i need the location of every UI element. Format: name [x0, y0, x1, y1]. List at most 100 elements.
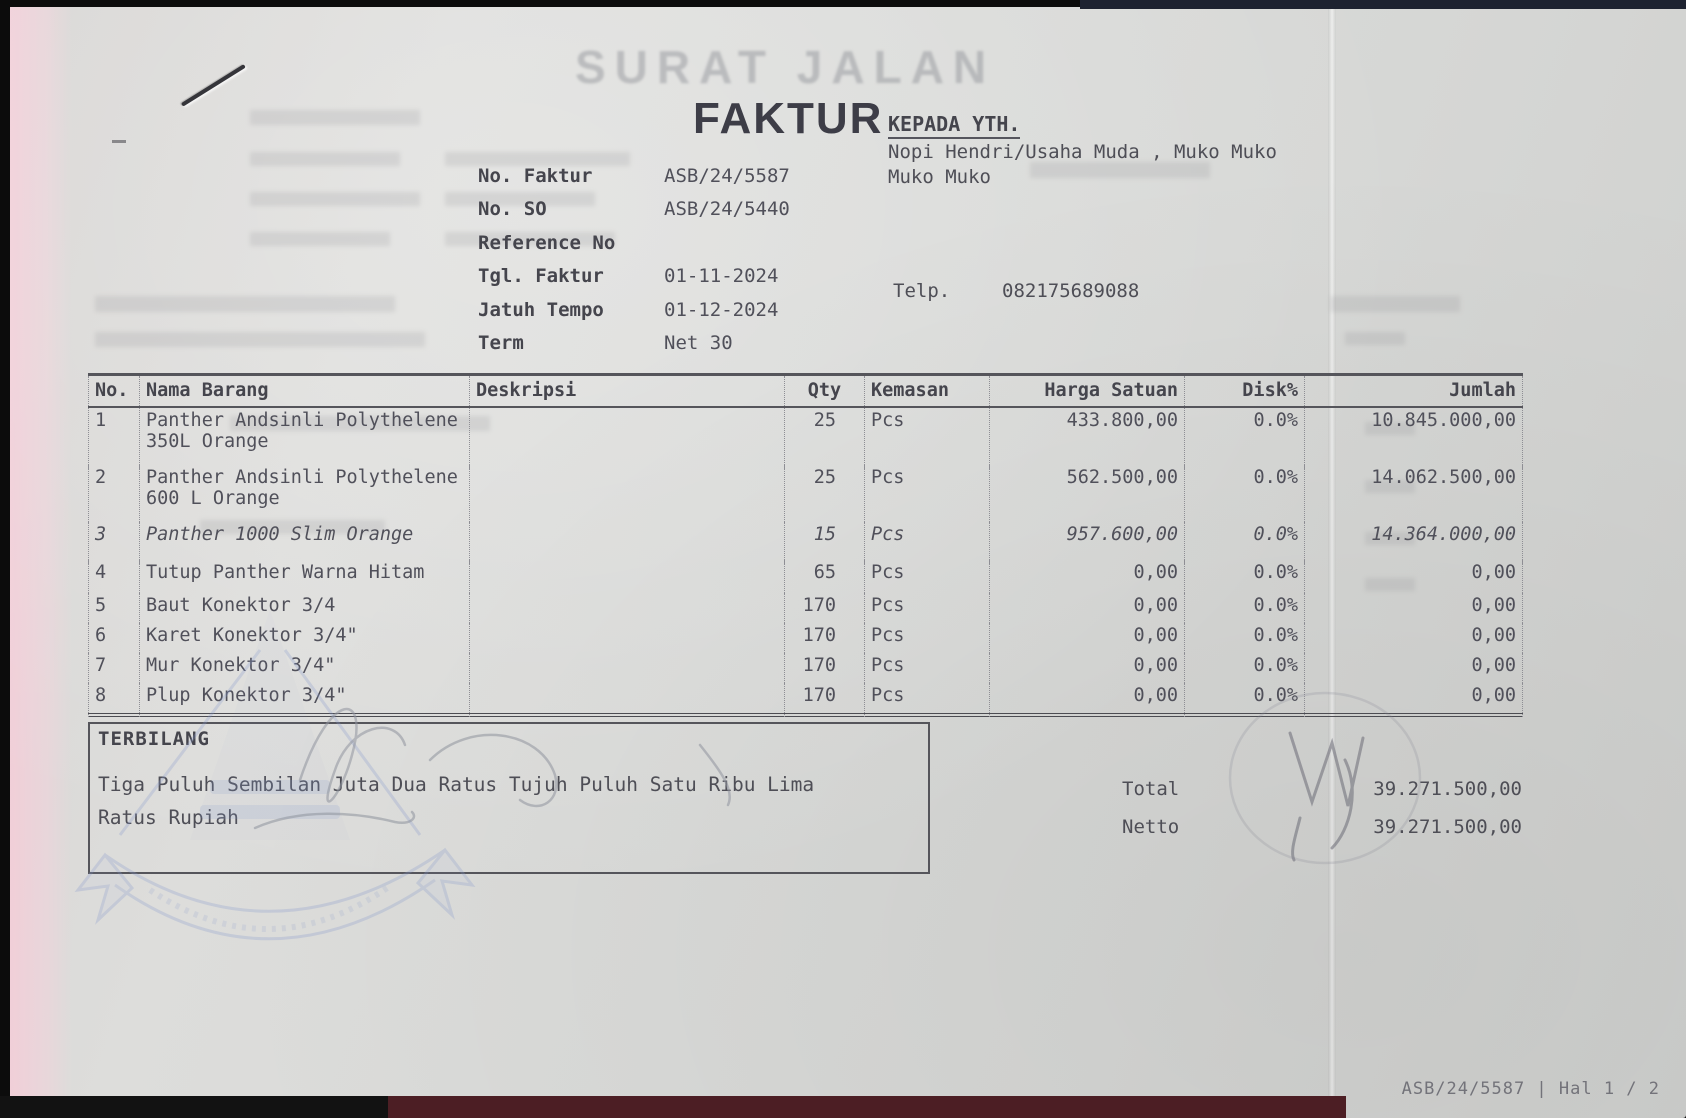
cell-deskripsi	[470, 560, 785, 597]
info-value: 01-11-2024	[664, 265, 779, 288]
cell-qty: 170	[785, 653, 865, 687]
column-header-kemasan: Kemasan	[865, 376, 990, 406]
cell-nama: Karet Konektor 3/4"	[140, 623, 470, 657]
ghost-smudge	[1365, 578, 1415, 591]
cell-nama: Baut Konektor 3/4	[140, 593, 470, 627]
cell-no: 8	[88, 683, 140, 717]
cell-no: 4	[88, 560, 140, 597]
terbilang-box: TERBILANG Tiga Puluh Sembilan Juta Dua R…	[88, 722, 930, 874]
blue-stamp-watermark	[74, 610, 476, 941]
cell-deskripsi	[470, 593, 785, 627]
invoice-info-block: No. Faktur ASB/24/5587 No. SO ASB/24/544…	[478, 165, 790, 365]
ghost-smudge	[250, 152, 400, 166]
cell-kemasan: Pcs	[865, 623, 990, 657]
total-label: Total	[1122, 778, 1180, 800]
info-label: Term	[478, 331, 524, 354]
cell-disk: 0.0%	[1185, 408, 1305, 469]
cell-nama: Panther Andsinli Polythelene 350L Orange	[140, 408, 470, 469]
scan-edge-top-right	[1080, 0, 1686, 9]
cell-harga: 0,00	[990, 623, 1185, 657]
cell-disk: 0.0%	[1185, 623, 1305, 657]
table-body: 1 Panther Andsinli Polythelene 350L Oran…	[88, 408, 1523, 717]
table-row: 5 Baut Konektor 3/4 170 Pcs 0,00 0.0% 0,…	[88, 593, 1523, 627]
info-label: No. Faktur	[478, 165, 593, 187]
recipient-name: Nopi Hendri/Usaha Muda , Muko Muko	[888, 141, 1277, 163]
column-header-no: No.	[88, 376, 140, 406]
cell-no: 1	[88, 408, 140, 469]
cell-harga: 562.500,00	[990, 465, 1185, 526]
scan-edge-bottom-left	[0, 1096, 392, 1118]
ghost-smudge	[1330, 296, 1460, 312]
cell-no: 6	[88, 623, 140, 657]
pen-dash-mark	[112, 140, 126, 143]
info-row-reference-no: Reference No	[478, 232, 790, 265]
cell-kemasan: Pcs	[865, 522, 990, 564]
cell-jumlah: 0,00	[1305, 593, 1523, 627]
cell-qty: 170	[785, 683, 865, 717]
ghost-smudge	[1345, 332, 1405, 345]
phone-label: Telp.	[893, 280, 951, 302]
ghost-smudge	[250, 110, 420, 125]
scan-edge-bottom-maroon	[388, 1096, 1346, 1118]
cell-deskripsi	[470, 408, 785, 469]
cell-disk: 0.0%	[1185, 465, 1305, 526]
info-row-no-faktur: No. Faktur ASB/24/5587	[478, 165, 790, 198]
table-row: 4 Tutup Panther Warna Hitam 65 Pcs 0,00 …	[88, 560, 1523, 597]
items-table: No. Nama Barang Deskripsi Qty Kemasan Ha…	[88, 373, 1523, 717]
info-label: Reference No	[478, 231, 616, 254]
cell-jumlah: 0,00	[1305, 653, 1523, 687]
cell-nama: Panther Andsinli Polythelene 600 L Orang…	[140, 465, 470, 526]
cell-kemasan: Pcs	[865, 683, 990, 717]
cell-deskripsi	[470, 522, 785, 564]
ghost-smudge	[250, 232, 390, 246]
cell-kemasan: Pcs	[865, 465, 990, 526]
column-header-jumlah: Jumlah	[1305, 376, 1523, 406]
cell-jumlah: 14.062.500,00	[1305, 465, 1523, 526]
cell-jumlah: 14.364.000,00	[1305, 522, 1523, 564]
cell-disk: 0.0%	[1185, 560, 1305, 597]
column-header-nama: Nama Barang	[140, 376, 470, 406]
cell-deskripsi	[470, 465, 785, 526]
cell-harga: 957.600,00	[990, 522, 1185, 564]
ghost-title-surat-jalan: SURAT JALAN	[575, 41, 996, 93]
table-row: 8 Plup Konektor 3/4" 170 Pcs 0,00 0.0% 0…	[88, 683, 1523, 717]
cell-disk: 0.0%	[1185, 522, 1305, 564]
ghost-smudge	[445, 152, 630, 166]
ghost-smudge	[200, 520, 385, 534]
cell-qty: 65	[785, 560, 865, 597]
info-row-term: Term Net 30	[478, 332, 790, 365]
table-row: 6 Karet Konektor 3/4" 170 Pcs 0,00 0.0% …	[88, 623, 1523, 657]
column-header-disk: Disk%	[1185, 376, 1305, 406]
paper-sheet	[10, 6, 1686, 1118]
page-reference: ASB/24/5587 | Hal 1 / 2	[1401, 1079, 1660, 1099]
cell-nama: Panther 1000 Slim Orange	[140, 522, 470, 564]
cell-disk: 0.0%	[1185, 593, 1305, 627]
ghost-smudge	[1365, 480, 1415, 493]
cell-harga: 0,00	[990, 653, 1185, 687]
cell-jumlah: 10.845.000,00	[1305, 408, 1523, 469]
cell-no: 5	[88, 593, 140, 627]
cell-kemasan: Pcs	[865, 653, 990, 687]
cell-nama: Plup Konektor 3/4"	[140, 683, 470, 717]
ghost-smudge	[445, 192, 595, 206]
cell-qty: 15	[785, 522, 865, 564]
info-value: 01-12-2024	[664, 298, 779, 321]
cell-nama: Tutup Panther Warna Hitam	[140, 560, 470, 597]
info-label: Tgl. Faktur	[478, 265, 604, 288]
ghost-smudge	[95, 296, 395, 312]
ghost-smudge	[95, 332, 425, 347]
cell-qty: 170	[785, 593, 865, 627]
ghost-smudge	[445, 232, 615, 246]
cell-qty: 170	[785, 623, 865, 657]
table-row: 3 Panther 1000 Slim Orange 15 Pcs 957.60…	[88, 522, 1523, 564]
cell-harga: 433.800,00	[990, 408, 1185, 469]
cell-deskripsi	[470, 623, 785, 657]
column-header-harga: Harga Satuan	[990, 376, 1185, 406]
scan-edge-top	[0, 0, 1686, 7]
total-value: 39.271.500,00	[1373, 778, 1522, 800]
cell-jumlah: 0,00	[1305, 683, 1523, 717]
ghost-smudge	[230, 416, 490, 431]
table-row: 1 Panther Andsinli Polythelene 350L Oran…	[88, 408, 1523, 469]
